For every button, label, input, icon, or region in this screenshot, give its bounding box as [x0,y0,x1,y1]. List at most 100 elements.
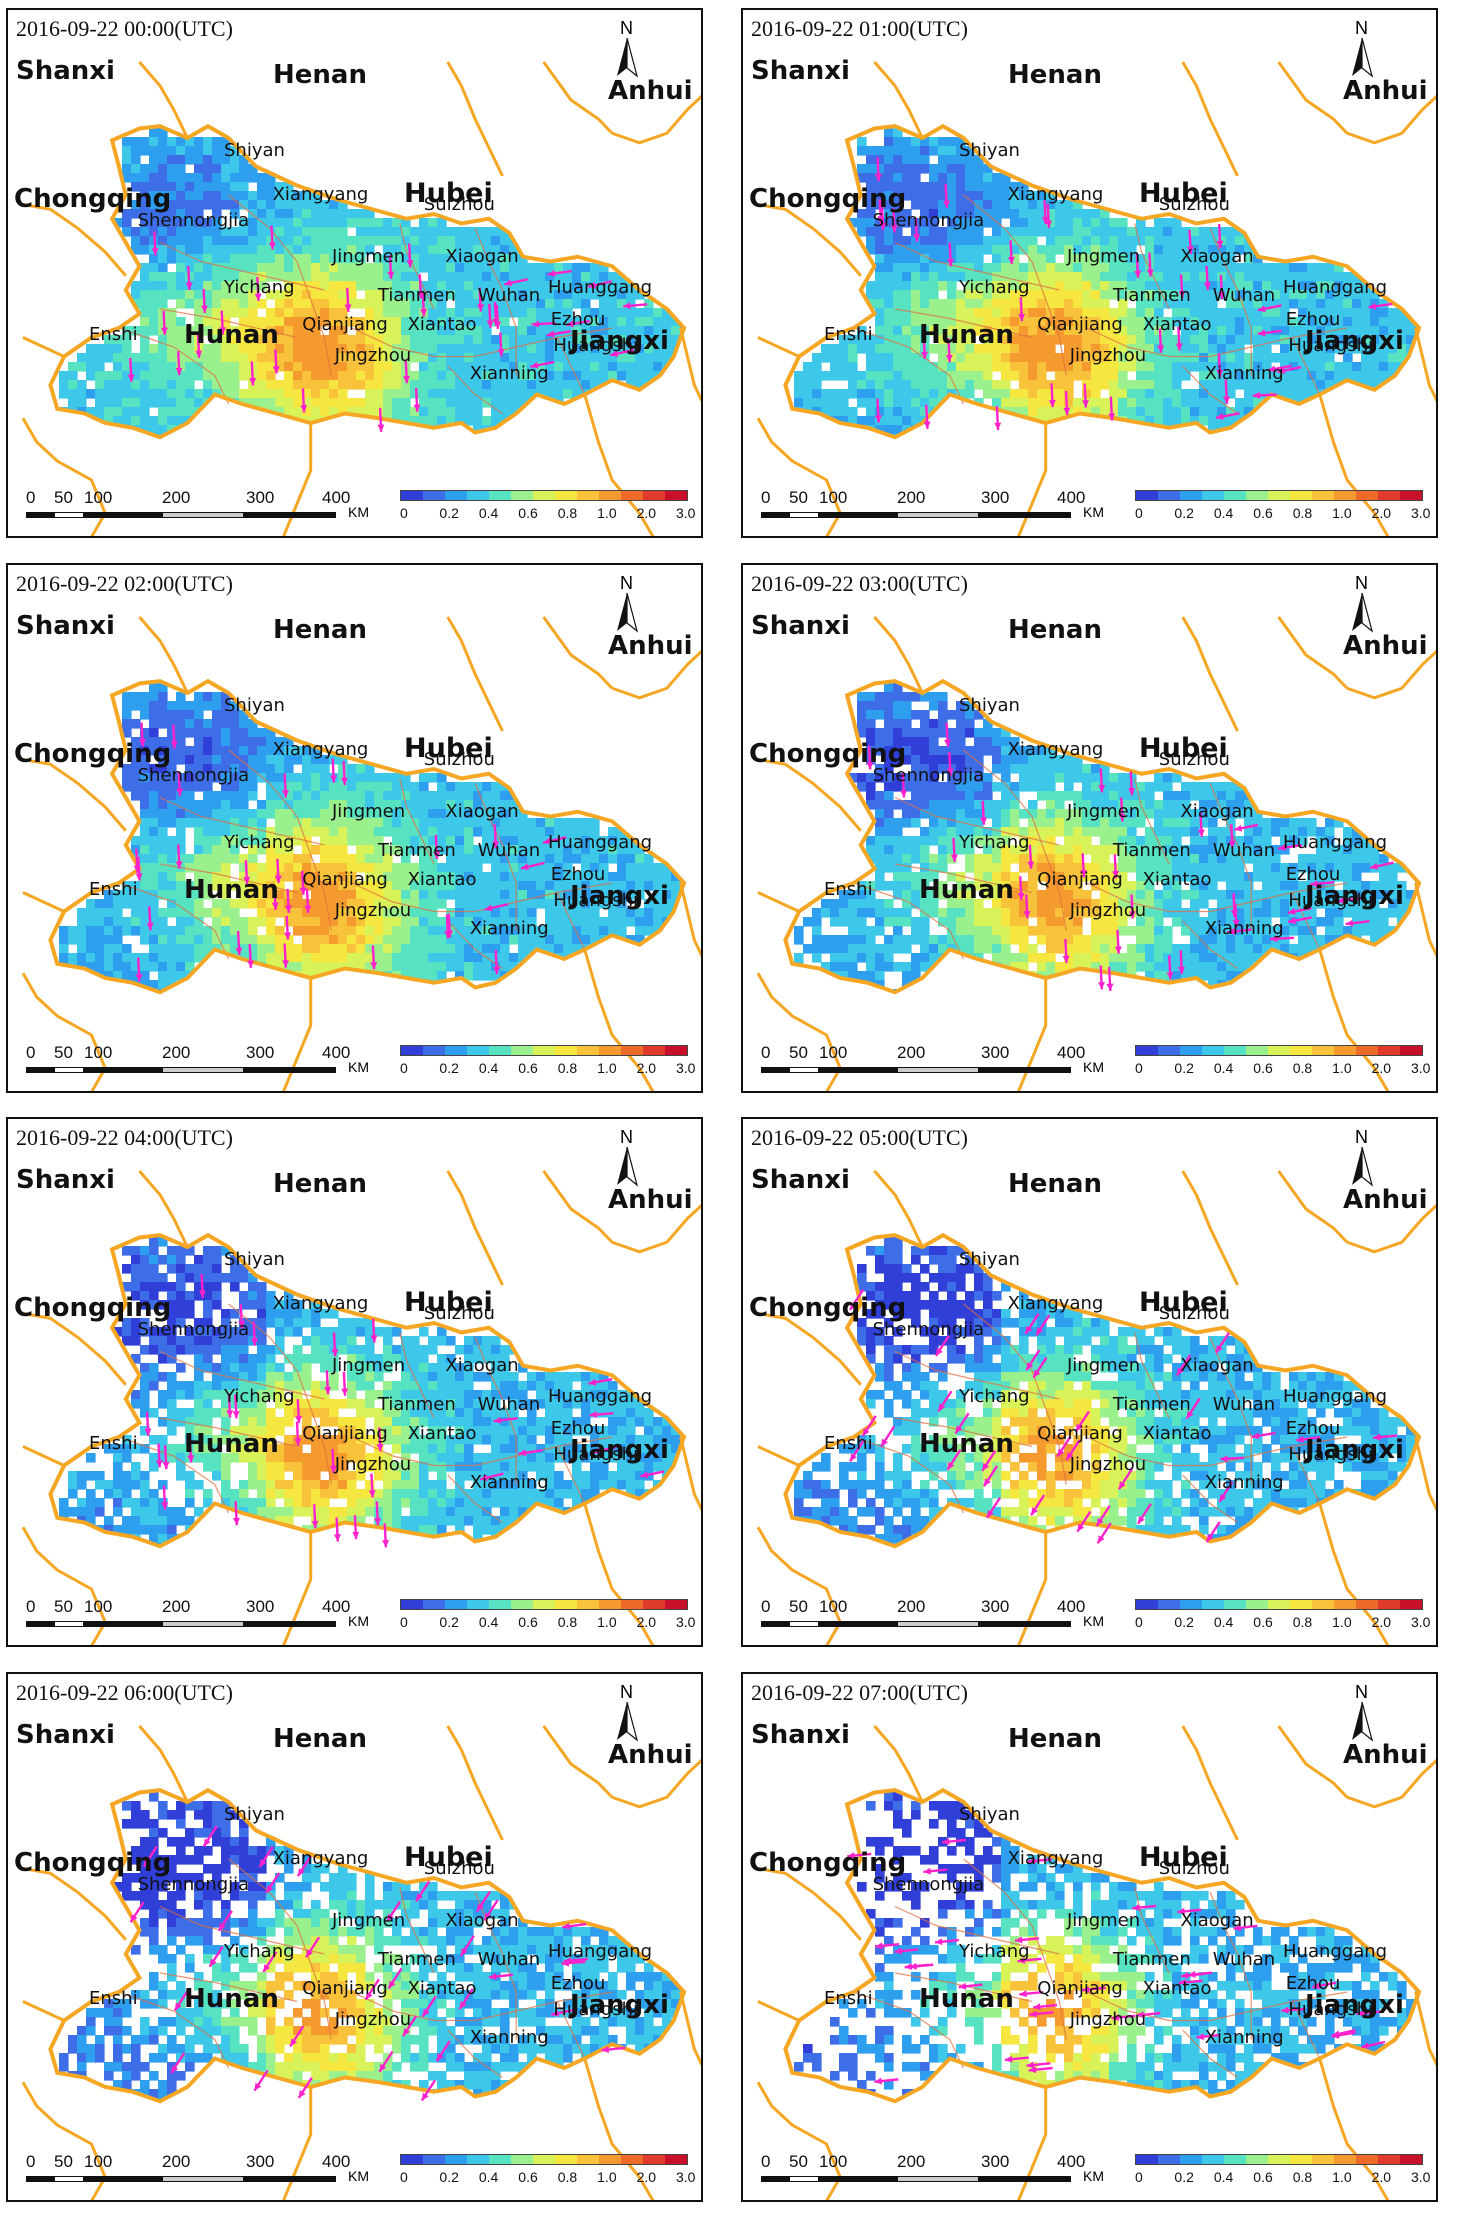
prefecture-boundary [159,1972,298,2003]
legend-swatch [445,491,467,500]
city-label: Xiaogan [445,1910,519,1932]
city-label: Huanggang [1283,1941,1388,1963]
prefecture-boundary [963,1858,1067,2040]
city-label: Tianmen [377,840,456,862]
wind-arrow-head [994,422,1002,431]
city-label: Enshi [824,324,873,346]
city-label: Xianning [469,363,549,385]
city-label: Xianning [469,2027,549,2049]
legend-swatch [643,1046,665,1055]
wind-arrow-head [862,1428,870,1437]
legend-swatch [1400,1046,1422,1055]
province-label: Hubei [404,1842,493,1873]
wind-arrow-head [324,1386,332,1395]
province-border [1318,949,1390,1091]
wind-arrow-head [382,1540,390,1548]
panel-timestamp: 2016-09-22 07:00(UTC) [749,1680,970,1706]
panel-timestamp: 2016-09-22 00:00(UTC) [14,16,235,42]
city-label: Xianning [1204,1472,1284,1494]
aod-legend: 0 0.2 0.4 0.6 0.8 1.0 2.0 3.0 [400,1045,695,1081]
wind-arrow-head [1128,911,1136,919]
city-label: Suizhou [1158,749,1230,771]
wind-arrow-head [1251,1432,1260,1440]
aod-legend: 0 0.2 0.4 0.6 0.8 1.0 2.0 3.0 [400,2154,695,2190]
legend-swatch [1378,491,1400,500]
province-border [583,1503,655,1645]
wind-arrow-head [1057,1448,1065,1457]
scale-bar: 0 50 100 200 300 400 KM [26,1043,369,1083]
city-label: Enshi [824,1433,873,1455]
city-label: Enshi [89,1433,138,1455]
wind-arrow-head [1257,329,1266,337]
legend-tick: 2.0 [636,1614,657,1630]
city-label: Shennongjia [137,764,250,786]
wind-arrow-head [489,1973,497,1980]
city-label: Wuhan [477,285,541,307]
wind-arrow-head [344,304,352,312]
wind-arrow-head [232,1517,240,1526]
legend-swatch [1400,491,1422,500]
province-label: Hubei [1139,1842,1228,1873]
wind-arrow-head [133,865,141,873]
legend-swatch [1356,491,1378,500]
wind-arrow-head [1337,897,1345,905]
wind-arrow-head [219,327,227,335]
province-border [1277,616,1349,690]
scale-tick: 400 [322,1043,351,1062]
legend-swatch [401,1600,423,1609]
scale-segment [819,1621,897,1627]
scale-segment [789,2176,819,2182]
wind-arrow-head [866,762,874,770]
legend-swatch [533,1046,555,1055]
scale-tick: 50 [789,1597,808,1616]
prefecture-boundary [118,1991,230,2069]
wind-arrow-head [1118,1481,1126,1490]
wind-arrow-head [254,293,262,301]
city-label: Qianjiang [302,313,388,335]
wind-arrow-head [232,1411,240,1419]
prefecture-boundary [118,882,230,960]
city-label: Xiaogan [1180,1355,1254,1377]
city-label: Wuhan [477,840,541,862]
wind-arrow-head [377,424,385,432]
wind-arrow-head [243,876,251,885]
wind-arrow-head [1106,983,1114,991]
legend-tick: 0.4 [478,2169,499,2185]
wind-arrow-head [294,1438,302,1446]
scale-tick: 50 [789,1043,808,1062]
wind-arrow-head [476,1903,484,1912]
region-label: Anhui [1343,1740,1428,1770]
city-label: Jingmen [1067,801,1141,823]
scale-tick: 200 [897,488,926,507]
wind-arrow-head [640,1471,649,1479]
legend-tick: 0.4 [1213,2169,1234,2185]
wind-arrow-head [1281,2006,1289,2014]
scale-tick: 100 [84,2152,113,2171]
city-label: Yichang [224,1386,295,1408]
province-border [1346,1758,1436,1809]
scale-tick: 0 [761,488,771,507]
city-label: Jingmen [1067,1910,1141,1932]
legend-tick: 3.0 [676,1614,696,1630]
legend-swatch [1224,2155,1246,2164]
legend-swatch [1158,1600,1180,1609]
wind-arrow-head [174,2002,182,2011]
legend-swatch [1400,1600,1422,1609]
wind-arrow-head [1181,1971,1189,1979]
legend-swatch [489,1600,511,1609]
legend-tick: 0.6 [1253,1614,1273,1630]
city-label: Enshi [824,879,873,901]
legend-tick: 0 [1135,1060,1143,1076]
city-label: Yichang [959,277,1030,299]
city-label: Qianjiang [302,1977,388,1999]
legend-tick: 0.8 [557,505,578,521]
legend-tick: 1.0 [597,1614,617,1630]
city-label: Huanggang [548,1386,653,1408]
region-label: Anhui [608,1740,693,1770]
province-border [611,1758,701,1809]
region-label: Hunan [919,320,1014,350]
legend-swatch [467,1046,489,1055]
province-border [1346,94,1436,145]
scale-segment [162,1067,244,1073]
scale-tick: 0 [26,1597,36,1616]
